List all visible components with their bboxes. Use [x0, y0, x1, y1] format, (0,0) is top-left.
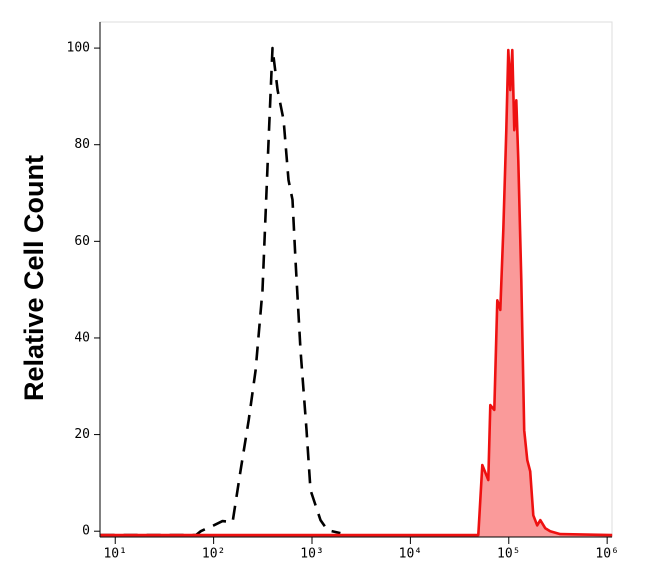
y-tick-label: 100: [67, 41, 90, 56]
histogram-line: [100, 48, 613, 537]
plot-frame: [99, 21, 613, 538]
x-tick-label: 10³: [300, 547, 323, 562]
y-axis-label: Relative Cell Count: [19, 155, 49, 401]
y-tick-label: 40: [74, 330, 90, 345]
x-tick-label: 10⁶: [595, 547, 618, 562]
histogram-fill: [100, 50, 613, 537]
x-tick-label: 10²: [202, 547, 225, 562]
y-tick-label: 20: [74, 427, 90, 442]
y-tick-label: 60: [74, 234, 90, 249]
histogram-line: [100, 46, 341, 537]
y-tick-label: 0: [82, 524, 90, 539]
x-tick-label: 10⁴: [399, 547, 422, 562]
x-tick-label: 10⁵: [497, 547, 520, 562]
y-tick-label: 80: [74, 137, 90, 152]
x-tick-label: 10¹: [103, 547, 126, 562]
